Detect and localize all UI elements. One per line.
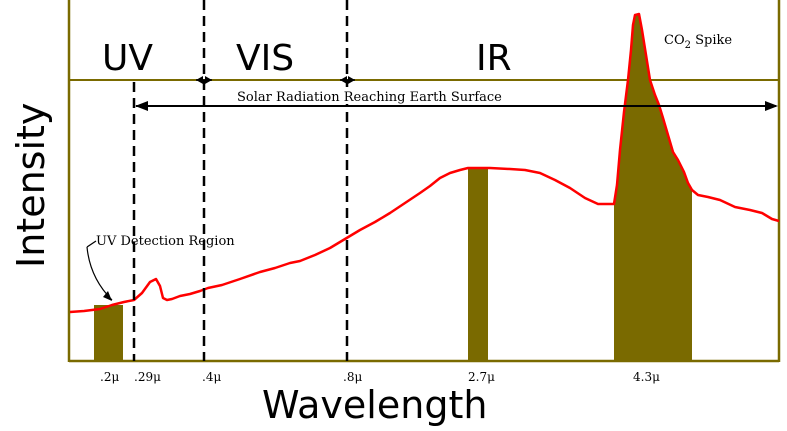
tick-label-4-3: 4.3μ — [633, 370, 660, 384]
tick-label-0-4: .4μ — [202, 370, 221, 384]
tick-label-0-2: .2μ — [100, 370, 119, 384]
solar-radiation-arrow — [135, 101, 778, 111]
co2-spike-label: CO2 Spike — [664, 33, 732, 51]
y-axis-label: Intensity — [9, 103, 53, 268]
plot-frame — [67, 0, 781, 363]
tick-label-0-29: .29μ — [134, 370, 161, 384]
band-label-uv: UV — [102, 38, 153, 79]
band-label-ir: IR — [476, 38, 512, 79]
co2-spike-label-sub: 2 — [685, 40, 691, 51]
band-boundaries — [132, 0, 349, 361]
tick-label-0-8: .8μ — [343, 370, 362, 384]
band-label-vis: VIS — [236, 38, 294, 79]
ir-2-7-region-bar — [468, 168, 488, 361]
x-axis-label: Wavelength — [262, 383, 487, 427]
solar-radiation-label: Solar Radiation Reaching Earth Surface — [237, 90, 502, 105]
tick-label-2-7: 2.7μ — [468, 370, 495, 384]
wavelength-tick-labels: .2μ .29μ .4μ .8μ 2.7μ 4.3μ — [100, 370, 660, 384]
co2-spike-label-prefix: CO — [664, 33, 685, 48]
co2-spike-label-suffix: Spike — [691, 33, 732, 48]
band-divider-arrows — [196, 76, 355, 84]
uv-detection-label: UV Detection Region — [96, 234, 235, 249]
uv-detection-region-bar — [94, 305, 123, 361]
co2-spike-fill — [614, 14, 692, 361]
uv-detection-pointer — [86, 240, 113, 301]
spectrum-curve — [69, 12, 780, 314]
highlight-regions — [94, 14, 692, 361]
